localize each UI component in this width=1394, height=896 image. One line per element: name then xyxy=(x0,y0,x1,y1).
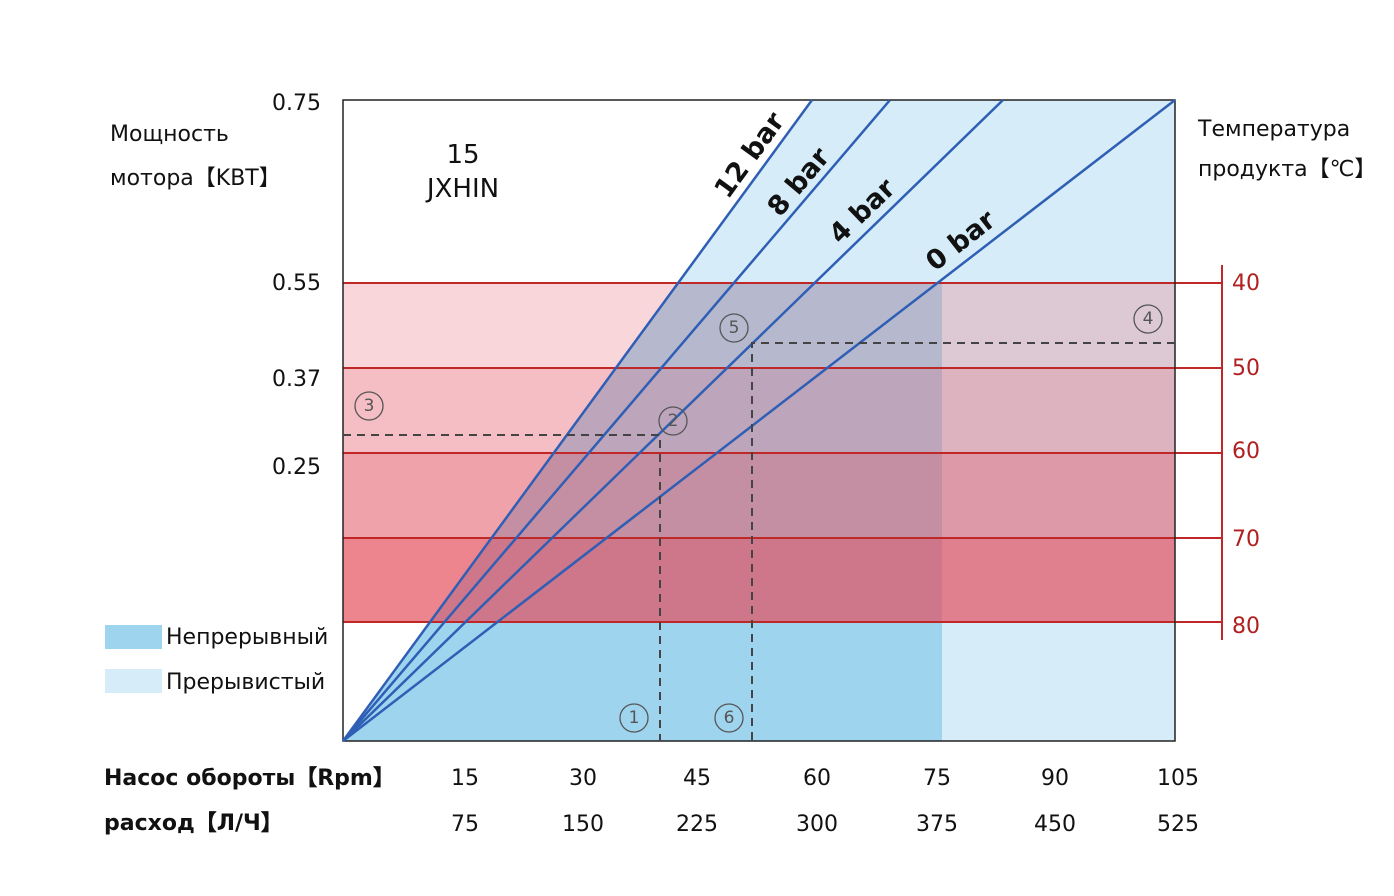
marker-label: 6 xyxy=(724,708,735,728)
marker-label: 1 xyxy=(629,708,640,728)
marker-circle xyxy=(714,703,744,733)
marker-circle xyxy=(1133,304,1163,334)
rpm-tick: 90 xyxy=(1041,766,1069,791)
marker-circle xyxy=(354,391,384,421)
markers: 1 2 3 4 5 6 xyxy=(354,304,1163,733)
rpm-tick: 60 xyxy=(803,766,831,791)
right-tick: 50 xyxy=(1232,356,1260,381)
right-tick: 60 xyxy=(1232,439,1260,464)
rpm-label: Насос обороты【Rpm】 xyxy=(104,766,395,791)
right-axis-label: продукта【℃】 xyxy=(1198,157,1376,182)
flow-tick: 75 xyxy=(451,812,479,837)
flow-tick: 450 xyxy=(1034,812,1076,837)
flow-tick: 300 xyxy=(796,812,838,837)
marker-circle xyxy=(658,406,688,436)
left-tick: 0.55 xyxy=(272,271,321,296)
marker-label: 4 xyxy=(1143,309,1154,329)
rpm-tick: 105 xyxy=(1157,766,1199,791)
bottom-ticks: 15 75 30 150 45 225 60 300 75 375 90 450 105 525 xyxy=(451,766,1199,837)
legend-label: Прерывистый xyxy=(166,670,325,695)
temp-band xyxy=(343,453,1175,538)
temp-lines xyxy=(343,265,1223,640)
right-axis-label: Температура xyxy=(1197,117,1350,142)
guide-lines xyxy=(343,342,1175,741)
left-axis-label: мотора【KBT】 xyxy=(110,166,281,191)
model-number: 15 xyxy=(446,140,479,170)
flow-label: расход【Л/Ч】 xyxy=(104,811,283,836)
rpm-tick: 30 xyxy=(569,766,597,791)
right-tick: 80 xyxy=(1232,614,1260,639)
pressure-lines xyxy=(341,99,1176,742)
temp-band xyxy=(343,538,1175,622)
left-tick: 0.25 xyxy=(272,455,321,480)
left-axis-label: Мощность xyxy=(110,122,229,147)
marker-label: 5 xyxy=(729,318,740,338)
left-tick: 0.75 xyxy=(272,91,321,116)
left-tick: 0.37 xyxy=(272,367,321,392)
rpm-tick: 45 xyxy=(683,766,711,791)
legend-label: Непрерывный xyxy=(166,625,328,650)
rpm-tick: 75 xyxy=(923,766,951,791)
temp-band xyxy=(343,283,1175,368)
rpm-tick: 15 xyxy=(451,766,479,791)
marker-label: 2 xyxy=(668,411,679,431)
flow-tick: 375 xyxy=(916,812,958,837)
marker-circle xyxy=(719,313,749,343)
right-tick: 40 xyxy=(1232,271,1260,296)
right-tick: 70 xyxy=(1232,527,1260,552)
model-name: JXHIN xyxy=(425,174,499,204)
marker-label: 3 xyxy=(364,396,375,416)
flow-tick: 150 xyxy=(562,812,604,837)
temp-band xyxy=(343,368,1175,453)
plot-frame xyxy=(342,99,1176,742)
flow-tick: 225 xyxy=(676,812,718,837)
legend-swatch xyxy=(105,625,162,649)
legend-swatch xyxy=(105,669,162,693)
flow-tick: 525 xyxy=(1157,812,1199,837)
marker-circle xyxy=(619,703,649,733)
